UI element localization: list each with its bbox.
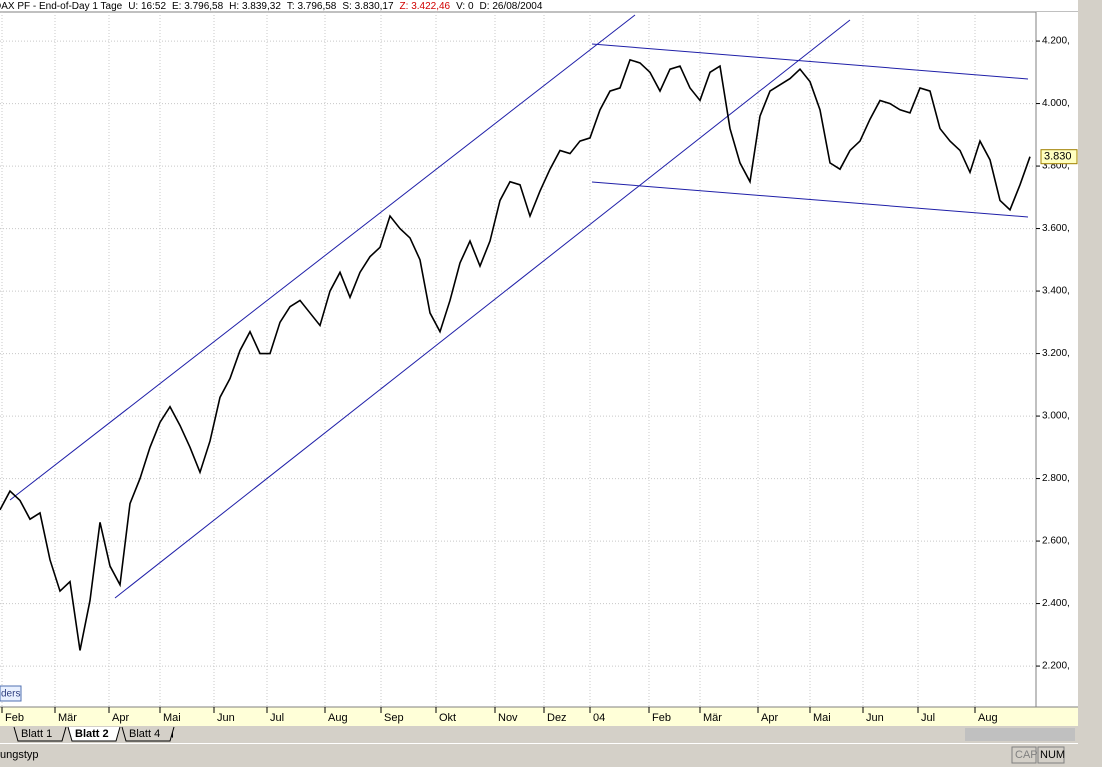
tab[interactable] (67, 726, 121, 742)
header-bar (0, 0, 1102, 12)
header-field: E: 3.796,58 (172, 1, 224, 12)
header-field: U: 16:52 (128, 1, 166, 12)
x-tick-label: Jul (270, 712, 284, 724)
x-tick-label: Feb (5, 712, 24, 724)
caps: CAP (1015, 749, 1038, 761)
side-tag-box[interactable] (0, 685, 22, 702)
x-tick-label: Mär (58, 712, 77, 724)
header-field: S: 3.830,17 (342, 1, 394, 12)
tab-label[interactable]: Blatt 4 (129, 728, 160, 740)
grid (0, 12, 1036, 707)
last-price-label: 3.830 (1044, 151, 1072, 163)
status-bar (0, 744, 1102, 767)
x-tick-label: Okt (439, 712, 456, 724)
side-tag[interactable]: ders (1, 689, 20, 700)
num-box (1037, 746, 1065, 764)
x-tick-label: Jul (921, 712, 935, 724)
x-tick-label: 04 (593, 712, 605, 724)
x-tick-label: Mai (163, 712, 181, 724)
x-tick-label: Jun (866, 712, 884, 724)
caps-box (1011, 746, 1037, 764)
header-field: D: 26/08/2004 (480, 1, 543, 12)
num: NUM (1040, 749, 1065, 761)
y-axis-area (1036, 12, 1078, 707)
price-line (0, 58, 1031, 651)
tab[interactable] (121, 726, 175, 742)
y-tick-label: 3.000, (1042, 411, 1070, 422)
status-left: ungstyp (0, 749, 39, 761)
tab-label[interactable]: Blatt 1 (21, 728, 52, 740)
x-axis-band (0, 707, 1078, 726)
y-tick-label: 4.000, (1042, 98, 1070, 109)
tab-label[interactable]: Blatt 2 (75, 728, 109, 740)
tab[interactable] (13, 726, 67, 742)
x-tick-label: Dez (547, 712, 567, 724)
y-tick-label: 4.200, (1042, 36, 1070, 47)
x-tick-label: Aug (328, 712, 348, 724)
h-scroll[interactable] (965, 728, 1075, 741)
header-field: H: 3.839,32 (229, 1, 281, 12)
y-tick-label: 3.800, (1042, 161, 1070, 172)
x-tick-label: Jun (217, 712, 235, 724)
y-tick-label: 3.200, (1042, 348, 1070, 359)
x-tick-label: Apr (761, 712, 778, 724)
y-tick-label: 2.600, (1042, 536, 1070, 547)
x-tick-label: Aug (978, 712, 998, 724)
scrollbar[interactable] (1078, 0, 1102, 767)
header-info: DAX PF - End-of-Day 1 Tage U: 16:52 E: 3.7… (0, 1, 543, 12)
x-tick-label: Mär (703, 712, 722, 724)
y-tick-label: 2.800, (1042, 473, 1070, 484)
header-field: V: 0 (456, 1, 474, 12)
x-tick-label: Nov (498, 712, 518, 724)
tab-bar (0, 726, 1102, 743)
x-tick-label: Mai (813, 712, 831, 724)
x-tick-label: Feb (652, 712, 671, 724)
y-tick-label: 2.200, (1042, 661, 1070, 672)
header-field: Z: 3.422,46 (400, 1, 451, 12)
y-tick-label: 3.400, (1042, 286, 1070, 297)
x-tick-label: Apr (112, 712, 129, 724)
header-field: DAX PF - End-of-Day 1 Tage (0, 1, 123, 12)
trendline (591, 43, 1029, 80)
x-tick-label: Sep (384, 712, 404, 724)
y-tick-label: 2.400, (1042, 598, 1070, 609)
last-price-box (1040, 149, 1078, 165)
trendline (9, 14, 636, 501)
header-field: T: 3.796,58 (287, 1, 337, 12)
y-tick-label: 3.600, (1042, 223, 1070, 234)
trendline (591, 181, 1029, 218)
